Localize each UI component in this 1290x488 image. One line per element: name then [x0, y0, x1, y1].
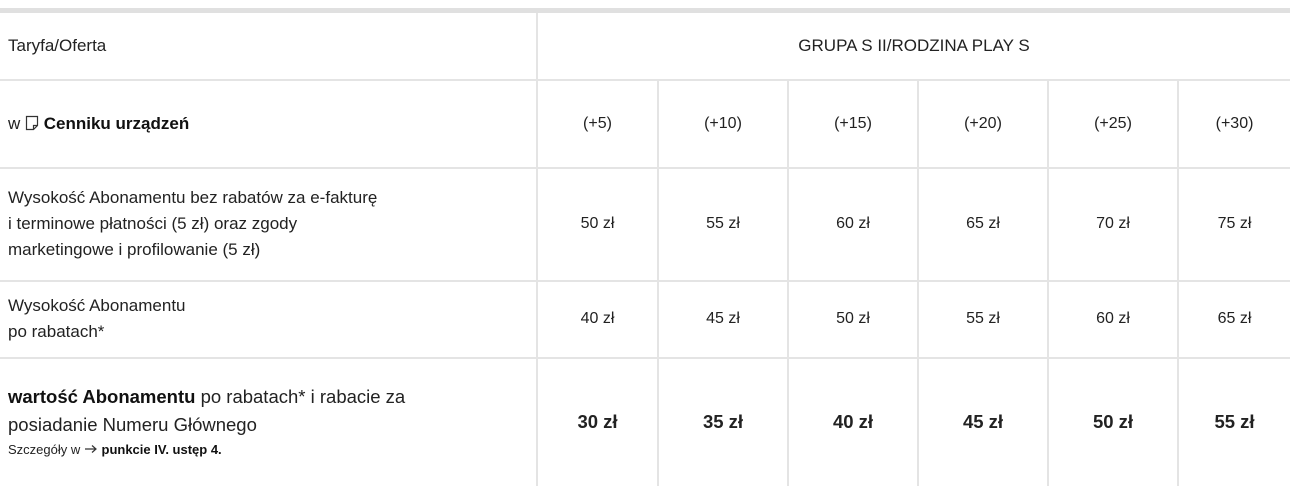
note-prefix: Szczegóły w: [8, 442, 81, 457]
label-prefix: w: [8, 113, 21, 133]
row: wartość Abonamentu po rabatach* i rabaci…: [0, 356, 1290, 486]
note-link[interactable]: punkcie IV. ustęp 4.: [101, 442, 222, 457]
value-cell: 45 zł: [657, 279, 789, 359]
row-label: Wysokość Abonamentu po rabatach*: [0, 279, 538, 359]
header-label: Taryfa/Oferta: [0, 9, 538, 81]
arrow-icon: [84, 445, 97, 453]
row-label: wartość Abonamentu po rabatach* i rabaci…: [0, 356, 538, 486]
label-line: i terminowe płatności (5 zł) oraz zgody: [8, 214, 298, 233]
label-bold: wartość Abonamentu: [8, 386, 196, 407]
label-line: po rabatach*: [8, 322, 105, 341]
value-cell: 40 zł: [536, 279, 659, 359]
row: w Cenniku urządzeń (+5) (+10) (+15) (+20) (+…: [0, 78, 1290, 169]
value-cell: 35 zł: [657, 356, 789, 486]
row: Wysokość Abonamentu bez rabatów za e-fak…: [0, 166, 1290, 282]
value-cell: 55 zł: [917, 279, 1049, 359]
value-cell: 60 zł: [787, 166, 919, 282]
value-cell: (+20): [917, 78, 1049, 169]
value-cell: 50 zł: [787, 279, 919, 359]
value-cell: 65 zł: [1176, 279, 1290, 359]
row: Wysokość Abonamentu po rabatach* 40 zł 45 z…: [0, 279, 1290, 359]
label-line: Wysokość Abonamentu: [8, 296, 186, 315]
value-cell: 45 zł: [917, 356, 1049, 486]
value-cell: (+5): [536, 78, 659, 169]
label-line: Wysokość Abonamentu bez rabatów za e-fak…: [8, 188, 378, 207]
label-line: marketingowe i profilowanie (5 zł): [8, 240, 261, 259]
label-text: posiadanie Numeru Głównego: [8, 414, 257, 435]
value-cell: 55 zł: [657, 166, 789, 282]
value-cell: (+30): [1176, 78, 1290, 169]
value-cell: (+10): [657, 78, 789, 169]
value-cell: 50 zł: [1047, 356, 1179, 486]
label-line: wartość Abonamentu po rabatach* i rabaci…: [8, 383, 536, 411]
value-cell: (+25): [1047, 78, 1179, 169]
row-label: w Cenniku urządzeń: [0, 78, 538, 169]
value-cell: 40 zł: [787, 356, 919, 486]
label-text: po rabatach* i rabacie za: [200, 386, 406, 407]
note: Szczegóły w punkcie IV. ustęp 4.: [8, 439, 536, 461]
header-row: Taryfa/Oferta GRUPA S II/RODZINA PLAY S: [0, 9, 1290, 81]
value-cell: 75 zł: [1176, 166, 1290, 282]
value-cell: 50 zł: [536, 166, 659, 282]
doc-icon: [25, 115, 39, 130]
value-cell: 30 zł: [536, 356, 659, 486]
price-table: Taryfa/Oferta GRUPA S II/RODZINA PLAY S …: [0, 8, 1290, 486]
row-label: Wysokość Abonamentu bez rabatów za e-fak…: [0, 166, 538, 282]
price-list-link[interactable]: Cenniku urządzeń: [43, 113, 190, 133]
value-cell: (+15): [787, 78, 919, 169]
value-cell: 55 zł: [1176, 356, 1290, 486]
header-group: GRUPA S II/RODZINA PLAY S: [535, 9, 1290, 81]
value-cell: 65 zł: [917, 166, 1049, 282]
value-cell: 60 zł: [1047, 279, 1179, 359]
value-cell: 70 zł: [1047, 166, 1179, 282]
